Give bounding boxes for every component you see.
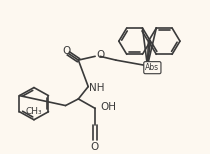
Text: O: O xyxy=(90,142,98,152)
Text: CH₃: CH₃ xyxy=(26,107,42,116)
Text: O: O xyxy=(96,50,104,60)
Text: O: O xyxy=(62,46,71,56)
Text: NH: NH xyxy=(89,83,105,93)
Text: OH: OH xyxy=(100,101,116,111)
Text: Abs: Abs xyxy=(145,63,159,72)
